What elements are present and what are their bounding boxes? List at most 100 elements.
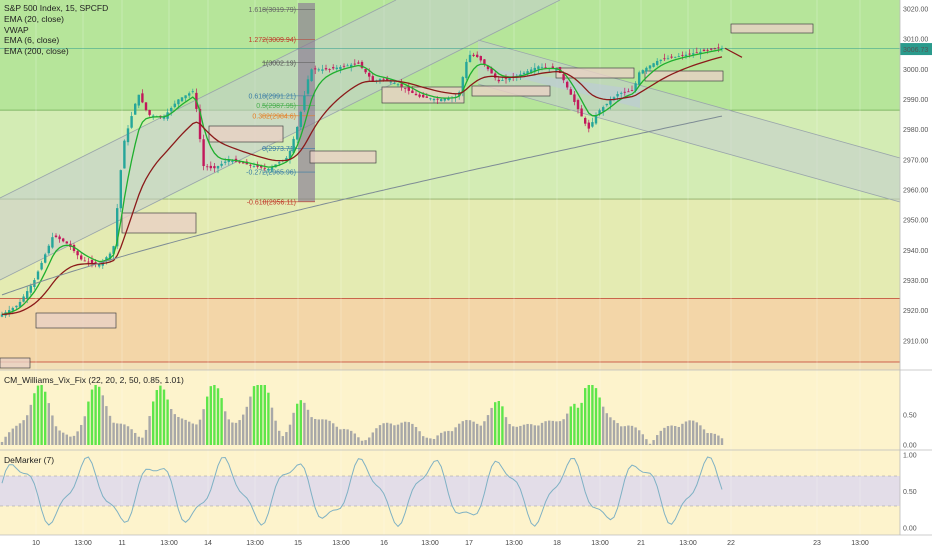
candle-body-39 [141,93,144,103]
x-tick-8: 16 [380,540,388,547]
vix-pane-title: CM_Williams_Vix_Fix (22, 20, 2, 50, 0.85… [4,375,184,385]
ema-projection [724,47,743,58]
candle-body-83 [299,111,302,128]
vix-bar-51 [184,419,187,445]
candle-body-89 [321,69,324,71]
candle-body-59 [213,166,216,169]
candle-body-132 [476,54,479,57]
vix-bar-52 [188,421,191,445]
candle-body-123 [443,98,446,101]
vix-bar-1 [4,436,7,445]
vix-bar-86 [310,417,313,445]
vix-bar-109 [393,425,396,445]
candle-body-25 [90,259,94,264]
vix-bar-11 [40,385,43,445]
candle-body-66 [238,161,241,163]
candle-body-61 [220,163,223,166]
vix-bar-152 [548,420,551,445]
vix-bar-139 [501,406,504,445]
candle-body-161 [580,108,583,117]
down-channel [478,40,900,202]
candle-body-148 [533,67,536,72]
vix-bar-184 [663,427,666,445]
candle-body-118 [425,96,428,98]
vix-bars [0,385,724,445]
vix-bar-83 [299,400,302,445]
zone-box-2 [121,212,197,234]
vix-bar-136 [490,407,493,445]
candle-body-23 [83,260,86,262]
price-tick-6: 2970.00 [903,157,928,164]
vix-bar-168 [605,413,608,445]
vix-bar-9 [33,393,36,445]
vix-bar-21 [76,431,79,445]
vix-bar-82 [296,403,299,445]
vix-bar-60 [216,388,220,445]
candle-body-64 [231,160,234,162]
candle-body-3 [11,307,14,311]
vix-bar-112 [404,421,407,445]
candle-body-186 [670,56,673,58]
vix-bar-100 [360,440,364,445]
vix-bar-43 [155,390,158,445]
demarker-tick-2: 1.00 [903,453,917,460]
up-channel-upper-line [0,0,397,199]
candle-body-58 [209,165,212,169]
candle-body-178 [641,70,644,74]
candle-body-111 [400,83,403,87]
vix-bar-174 [627,425,630,445]
vix-bar-67 [242,414,245,445]
candle-body-190 [684,54,688,57]
vix-bar-176 [634,427,637,445]
price-tick-10: 3010.00 [903,37,928,44]
candle-body-176 [634,83,637,91]
candle-body-106 [382,78,385,80]
candle-body-105 [378,79,382,82]
candle-body-98 [353,63,356,65]
price-tick-9: 3000.00 [903,67,928,74]
candle-body-189 [681,54,684,56]
candle-body-115 [414,93,418,96]
vix-bar-191 [688,420,691,445]
vix-bar-88 [317,419,320,445]
candle-body-135 [486,65,490,70]
vix-bar-146 [526,423,529,445]
x-tick-15: 13:00 [679,540,697,547]
price-tick-0: 2910.00 [903,338,928,345]
vix-bar-105 [378,425,382,445]
candle-body-77 [278,162,281,164]
vix-bar-75 [270,407,274,445]
candle-body-24 [87,261,90,263]
candle-body-171 [616,94,619,97]
fib-label-8: -0.618(2956.11) [247,199,296,206]
vix-bar-118 [425,437,428,445]
vix-bar-55 [198,419,202,445]
price-tick-7: 2980.00 [903,127,928,134]
x-tick-3: 13:00 [160,540,178,547]
vix-bar-108 [389,423,392,445]
x-tick-2: 11 [118,540,125,547]
candle-body-168 [605,103,608,106]
vix-bar-5 [18,423,22,445]
candle-body-137 [494,73,497,78]
candle-body-172 [620,92,623,94]
vix-bar-46 [166,399,169,445]
zone-box-8 [644,70,724,82]
vix-bar-114 [411,423,414,445]
candle-body-164 [591,122,594,127]
vix-bar-23 [83,416,86,445]
candle-body-96 [346,65,349,67]
candle-body-150 [540,66,544,68]
vix-bar-36 [130,429,133,445]
price-badge-text: 3006.73 [903,47,928,54]
vix-bar-14 [51,415,54,445]
vix-bar-44 [159,385,162,445]
fib-label-4: 0.5(2987.95) [256,103,296,110]
vix-bar-122 [440,432,443,445]
vix-bar-13 [47,403,50,445]
candle-body-0 [0,314,4,317]
candle-body-147 [530,69,533,73]
candle-body-166 [598,110,601,115]
vix-bar-85 [306,409,310,445]
